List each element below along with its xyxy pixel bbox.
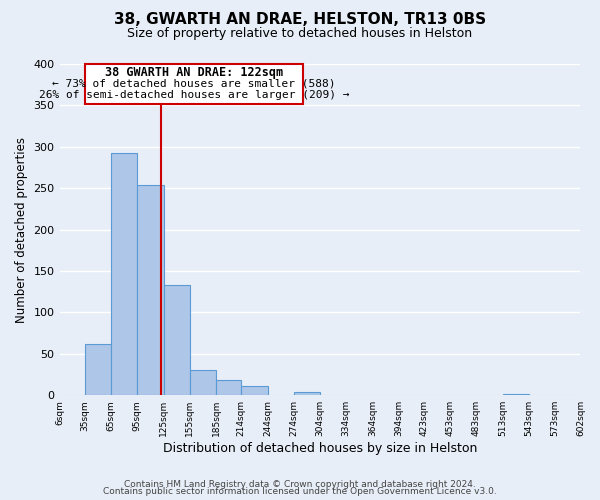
Text: Size of property relative to detached houses in Helston: Size of property relative to detached ho… [127,28,473,40]
Text: 38, GWARTH AN DRAE, HELSTON, TR13 0BS: 38, GWARTH AN DRAE, HELSTON, TR13 0BS [114,12,486,28]
Text: Contains public sector information licensed under the Open Government Licence v3: Contains public sector information licen… [103,487,497,496]
Bar [164,285,190,395]
Bar [294,392,320,395]
Bar [137,185,164,395]
Y-axis label: Number of detached properties: Number of detached properties [15,136,28,322]
Bar [503,394,529,395]
Bar [111,152,137,395]
X-axis label: Distribution of detached houses by size in Helston: Distribution of detached houses by size … [163,442,477,455]
Text: ← 73% of detached houses are smaller (588): ← 73% of detached houses are smaller (58… [52,79,336,89]
Bar [190,370,216,395]
Text: 26% of semi-detached houses are larger (209) →: 26% of semi-detached houses are larger (… [39,90,349,100]
Bar [241,386,268,395]
Text: 38 GWARTH AN DRAE: 122sqm: 38 GWARTH AN DRAE: 122sqm [105,66,283,79]
Bar [216,380,241,395]
Text: Contains HM Land Registry data © Crown copyright and database right 2024.: Contains HM Land Registry data © Crown c… [124,480,476,489]
Bar [85,344,111,395]
FancyBboxPatch shape [85,64,304,104]
